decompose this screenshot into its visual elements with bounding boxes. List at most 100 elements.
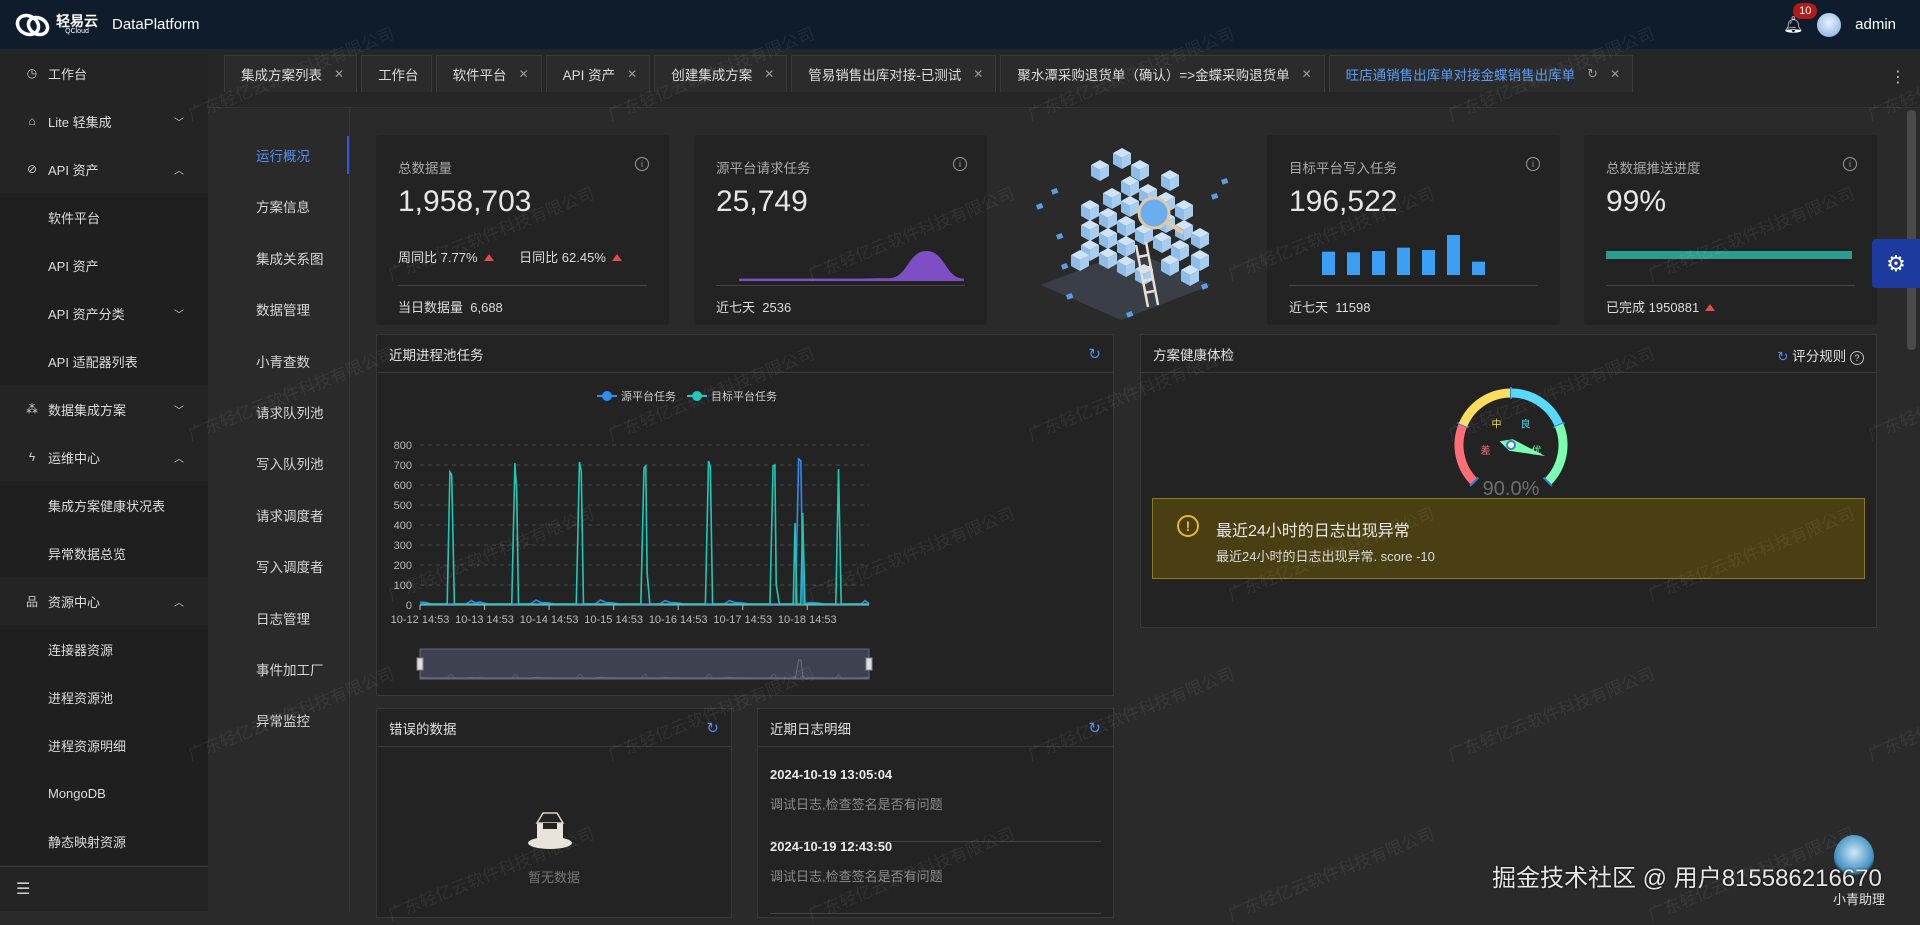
log-message: 调试日志,检查签名是否有问题: [770, 866, 1101, 885]
info-icon[interactable]: i: [635, 157, 649, 171]
subnav-item[interactable]: 日志管理: [256, 608, 310, 628]
bar: [1347, 252, 1360, 275]
x-tick-label: 10-12 14:53: [391, 614, 450, 626]
card-value: 196,522: [1289, 185, 1397, 219]
subnav-item[interactable]: 运行概况: [256, 145, 310, 165]
close-icon[interactable]: ✕: [1610, 67, 1620, 81]
subnav-item[interactable]: 集成关系图: [256, 248, 324, 268]
chevron-up-icon[interactable]: ︿: [174, 162, 184, 177]
subnav-item[interactable]: 写入队列池: [256, 453, 324, 473]
sidebar-item[interactable]: ⌂Lite 轻集成﹀: [0, 97, 208, 145]
tab[interactable]: 工作台: [361, 55, 432, 92]
sidebar-item[interactable]: 静态映射资源: [0, 817, 208, 865]
settings-button[interactable]: ⚙: [1872, 239, 1920, 288]
chevron-down-icon[interactable]: ﹀: [174, 306, 184, 321]
subnav-item[interactable]: 方案信息: [256, 196, 310, 216]
ratio-row: 周同比 7.77% 日同比 62.45%: [398, 247, 622, 266]
sidebar-item[interactable]: MongoDB: [0, 769, 208, 817]
subnav-item[interactable]: 异常监控: [256, 710, 310, 730]
card-title: 总数据量: [398, 157, 452, 177]
info-icon[interactable]: i: [1526, 157, 1540, 171]
subnav-item[interactable]: 小青查数: [256, 351, 310, 371]
close-icon[interactable]: ✕: [973, 67, 983, 81]
tab[interactable]: 聚水潭采购退货单（确认）=>金蝶采购退货单✕: [1000, 55, 1324, 92]
close-icon[interactable]: ✕: [334, 67, 344, 81]
help-icon[interactable]: ?: [1850, 351, 1864, 365]
refresh-icon[interactable]: ↻: [1088, 345, 1101, 363]
more-vertical-icon[interactable]: ⋮: [1890, 67, 1906, 87]
tab-label: 软件平台: [453, 64, 507, 84]
refresh-icon[interactable]: ↻: [1777, 349, 1788, 364]
info-icon[interactable]: i: [1843, 157, 1857, 171]
tab-label: 旺店通销售出库单对接金蝶销售出库单: [1346, 64, 1576, 84]
subnav-item[interactable]: 写入调度者: [256, 556, 324, 576]
credit-watermark: 掘金技术社区 @ 用户815586216670: [1492, 858, 1882, 893]
subnav-item[interactable]: 请求队列池: [256, 402, 324, 422]
tab[interactable]: 管易销售出库对接-已测试✕: [791, 55, 996, 92]
sidebar-item-label: 连接器资源: [48, 640, 113, 659]
legend-label[interactable]: 源平台任务: [621, 389, 676, 403]
clock-icon: ◷: [24, 66, 40, 80]
y-tick-label: 400: [394, 520, 412, 532]
chevron-up-icon[interactable]: ︿: [174, 450, 184, 465]
subnav-item[interactable]: 事件加工厂: [256, 659, 324, 679]
scrollbar-thumb[interactable]: [1907, 110, 1916, 350]
tab[interactable]: API 资产✕: [546, 55, 651, 92]
x-tick-label: 10-16 14:53: [649, 614, 708, 626]
sidebar-item[interactable]: ⊘API 资产︿: [0, 145, 208, 193]
page-scrollbar[interactable]: [1903, 108, 1920, 911]
sidebar-item[interactable]: ⁂数据集成方案﹀: [0, 385, 208, 433]
logo-icon: [14, 11, 52, 39]
avatar[interactable]: [1817, 13, 1841, 37]
tab[interactable]: 集成方案列表✕: [224, 55, 357, 92]
close-icon[interactable]: ✕: [764, 67, 774, 81]
collapse-sidebar-button[interactable]: ☰: [0, 866, 208, 911]
sidebar-item[interactable]: 进程资源明细: [0, 721, 208, 769]
y-tick-label: 600: [394, 480, 412, 492]
sidebar-item[interactable]: ◷工作台: [0, 49, 208, 97]
close-icon[interactable]: ✕: [519, 67, 529, 81]
lite-icon: ⌂: [24, 114, 40, 128]
sidebar-item[interactable]: API 资产分类﹀: [0, 289, 208, 337]
tab[interactable]: 创建集成方案✕: [654, 55, 787, 92]
info-icon[interactable]: i: [953, 157, 967, 171]
bell-icon: 🔔︎: [1783, 17, 1803, 34]
sidebar-item[interactable]: API 资产: [0, 241, 208, 289]
refresh-icon[interactable]: ↻: [1587, 66, 1598, 82]
sidebar-item[interactable]: 软件平台: [0, 193, 208, 241]
sidebar-item[interactable]: 进程资源池: [0, 673, 208, 721]
subnav-item[interactable]: 数据管理: [256, 299, 310, 319]
sidebar-item[interactable]: 异常数据总览: [0, 529, 208, 577]
empty-text: 暂无数据: [377, 867, 731, 886]
close-icon[interactable]: ✕: [1302, 67, 1312, 81]
subnav-item[interactable]: 请求调度者: [256, 505, 324, 525]
logo-text: 轻易云: [56, 14, 98, 28]
refresh-icon[interactable]: ↻: [1088, 719, 1101, 737]
refresh-icon[interactable]: ↻: [706, 719, 719, 737]
chevron-up-icon[interactable]: ︿: [174, 594, 184, 609]
tab[interactable]: 软件平台 ✕: [436, 55, 542, 92]
sidebar-item[interactable]: 集成方案健康状况表: [0, 481, 208, 529]
sidebar-item[interactable]: 连接器资源: [0, 625, 208, 673]
chevron-down-icon[interactable]: ﹀: [174, 402, 184, 417]
zoom-handle[interactable]: [417, 658, 423, 670]
chevron-down-icon[interactable]: ﹀: [174, 114, 184, 129]
close-icon[interactable]: ✕: [627, 67, 637, 81]
sidebar-item[interactable]: API 适配器列表: [0, 337, 208, 385]
source-sparkline: [739, 245, 964, 281]
zoom-handle[interactable]: [866, 658, 872, 670]
sidebar-item[interactable]: 品资源中心︿: [0, 577, 208, 625]
day-ratio-value: 62.45%: [562, 250, 606, 265]
sparkline-area: [739, 251, 964, 281]
scoring-rules-button[interactable]: ↻ 评分规则 ?: [1777, 345, 1864, 365]
notification-button[interactable]: 🔔︎10: [1783, 15, 1803, 35]
footer-label: 近七天: [716, 300, 755, 315]
username[interactable]: admin: [1855, 16, 1896, 33]
tab[interactable]: 旺店通销售出库单对接金蝶销售出库单 ↻ ✕: [1329, 55, 1633, 92]
legend-label[interactable]: 目标平台任务: [711, 389, 777, 403]
log-time: 2024-10-19 13:05:04: [770, 767, 1101, 782]
